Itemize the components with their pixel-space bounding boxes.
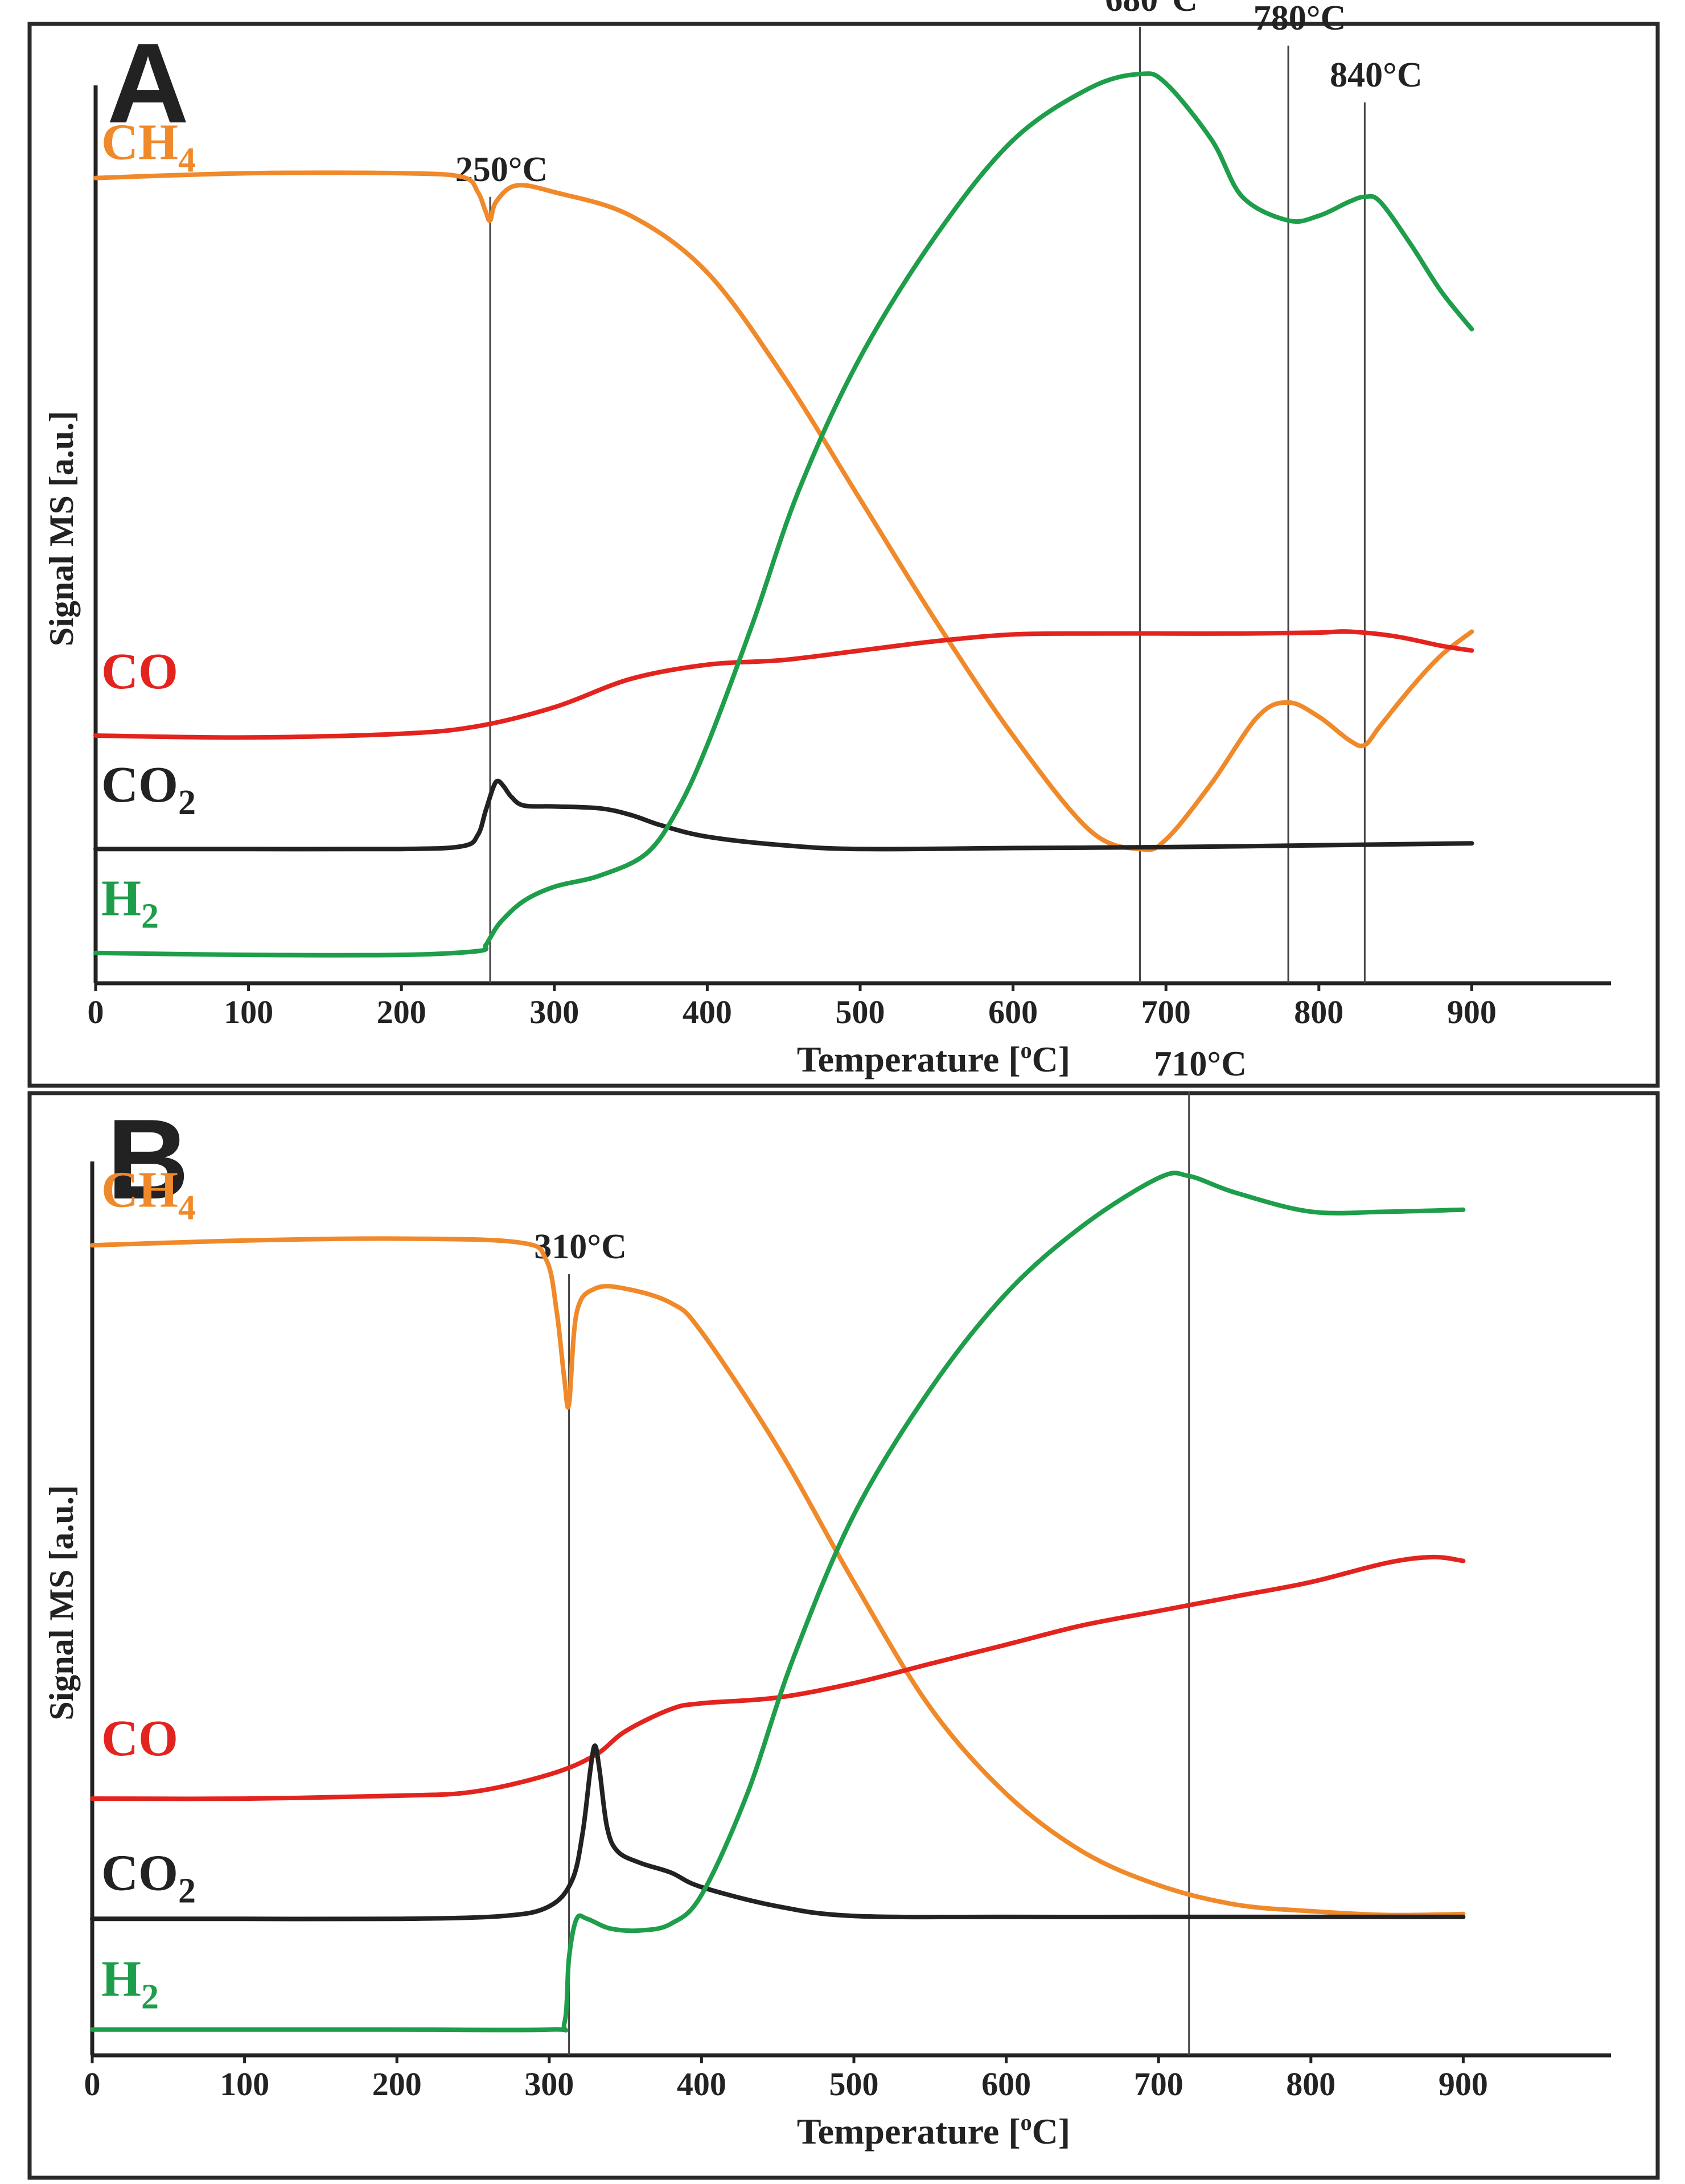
series-label-subscript: 4: [178, 141, 196, 179]
x-axis-title-degree: o: [1021, 1037, 1032, 1063]
x-tick-label: 100: [220, 2066, 269, 2103]
x-tick-label: 600: [988, 994, 1038, 1031]
annotation-label: 840°C: [1330, 56, 1423, 95]
y-axis-title: Signal MS [a.u.]: [43, 411, 80, 646]
x-tick-label: 700: [1134, 2066, 1183, 2103]
x-tick-label: 200: [377, 994, 426, 1031]
series-label-subscript: 4: [178, 1189, 196, 1228]
x-tick-label: 700: [1141, 994, 1191, 1031]
x-tick-label: 400: [677, 2066, 726, 2103]
x-tick-label: 900: [1439, 2066, 1488, 2103]
x-tick-label: 300: [524, 2066, 574, 2103]
panel-a: A 0 100 200 300 400 500 600 700 800 900 Temperature…: [27, 0, 1660, 1088]
panel-letter: A: [107, 20, 189, 147]
panel-border: [27, 22, 1660, 1088]
series-label-subscript: 2: [178, 1872, 196, 1911]
x-tick-label: 400: [683, 994, 732, 1031]
series-label-main: CO: [101, 1710, 178, 1767]
panel-b: B 0 100 200 300 400 500 600 700 800 900 Temperature…: [27, 1045, 1660, 2180]
series-label-subscript: 2: [141, 897, 159, 935]
x-axis-title-unit: C]: [1032, 1039, 1071, 1079]
annotation-label: 780°C: [1254, 0, 1346, 38]
series-label-main: H: [101, 1951, 141, 2008]
series-label-ch4: CH4: [101, 1162, 196, 1228]
annotation-label: 310°C: [534, 1228, 627, 1266]
series-line-co: [93, 629, 1474, 740]
x-tick-label: 800: [1286, 2066, 1335, 2103]
series-line-h2: [90, 1171, 1466, 2033]
series-label-co: CO: [101, 1710, 178, 1767]
x-tick-label: 500: [829, 2066, 879, 2103]
series-label-h2: H2: [101, 870, 159, 935]
x-axis-title-degree: o: [1021, 2109, 1032, 2135]
series-label-main: CH: [101, 114, 178, 170]
series-label-ch4: CH4: [101, 114, 196, 179]
x-tick-label: 800: [1294, 994, 1343, 1031]
x-tick-label: 0: [84, 2066, 101, 2103]
series-label-h2: H2: [101, 1951, 159, 2017]
series-label-subscript: 2: [141, 1978, 159, 2017]
series-line-ch4: [90, 1236, 1466, 1918]
x-axis-title-main: Temperature [: [797, 1039, 1021, 1079]
annotation-label: 710°C: [1154, 1045, 1247, 1083]
series-label-co2: CO2: [101, 1845, 196, 1911]
x-axis-title: Temperature [oC]: [797, 2109, 1070, 2152]
series-label-main: CH: [101, 1162, 178, 1218]
panel-letter: B: [107, 1096, 189, 1223]
series-line-h2: [93, 71, 1474, 958]
series-line-co: [90, 1554, 1466, 1801]
x-tick-label: 200: [372, 2066, 422, 2103]
annotation-label: 250°C: [455, 150, 548, 189]
series-line-co2: [93, 778, 1474, 852]
x-tick-label: 100: [224, 994, 273, 1031]
series-line-ch4: [93, 170, 1474, 852]
x-tick-label: 300: [529, 994, 579, 1031]
series-label-subscript: 2: [178, 783, 196, 822]
series-label-main: CO: [101, 643, 178, 700]
x-axis-title: Temperature [oC]: [797, 1037, 1070, 1079]
x-tick-label: 0: [88, 994, 104, 1031]
annotation-label: 680°C: [1105, 0, 1198, 19]
series-label-co2: CO2: [101, 757, 196, 822]
series-line-co2: [90, 1743, 1466, 1922]
series-label-main: CO: [101, 757, 178, 813]
x-tick-label: 900: [1447, 994, 1497, 1031]
x-axis-title-unit: C]: [1032, 2111, 1071, 2152]
y-axis-title: Signal MS [a.u.]: [43, 1485, 80, 1720]
x-axis-title-main: Temperature [: [797, 2111, 1021, 2152]
series-label-co: CO: [101, 643, 178, 700]
series-label-main: H: [101, 870, 141, 926]
x-tick-label: 500: [836, 994, 885, 1031]
x-tick-label: 600: [981, 2066, 1031, 2103]
panel-border: [27, 1091, 1660, 2180]
series-label-main: CO: [101, 1845, 178, 1902]
